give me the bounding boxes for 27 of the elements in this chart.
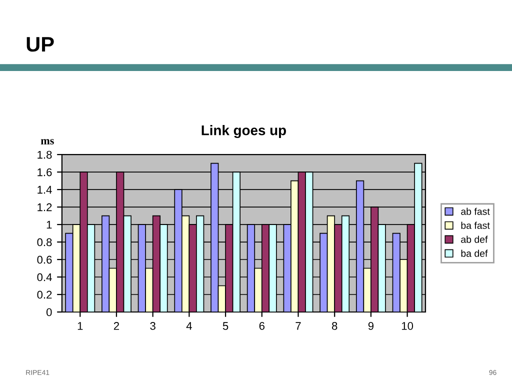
y-axis-title: ms (40, 139, 54, 144)
y-tick-label: 0.6 (37, 256, 52, 264)
y-tick-label: 1.2 (38, 203, 52, 212)
y-tick-label: 1.6 (38, 168, 52, 176)
y-tick-label: 0.8 (37, 238, 52, 246)
y-tick-label: 0.4 (37, 273, 52, 282)
y-tick-label: 1 (46, 220, 52, 229)
x-tick-label: 6 (259, 322, 264, 330)
x-tick-label: 8 (332, 322, 338, 330)
y-tick-label: 0 (46, 308, 52, 316)
x-tick-label: 9 (368, 322, 374, 330)
x-tick-label: 7 (296, 322, 301, 330)
y-tick-label: 1.8 (38, 150, 52, 159)
legend-label: ab def (461, 236, 488, 243)
y-tick-label: 1.4 (38, 186, 52, 194)
legend-label: ba fast (461, 222, 490, 229)
legend-label: ba def (461, 250, 488, 257)
chart-title: UP (26, 37, 54, 52)
legend-label: ab fast (461, 208, 490, 215)
y-tick-label: 0.2 (37, 290, 52, 299)
x-tick-label: 2 (114, 322, 120, 330)
x-tick-label: 1 (78, 322, 83, 330)
x-tick-label: 5 (222, 322, 228, 330)
chart-subtitle: Link goes up (202, 125, 286, 138)
x-tick-label: 10 (402, 322, 414, 330)
x-tick-label: 4 (186, 322, 192, 330)
x-tick-label: 3 (150, 322, 156, 330)
